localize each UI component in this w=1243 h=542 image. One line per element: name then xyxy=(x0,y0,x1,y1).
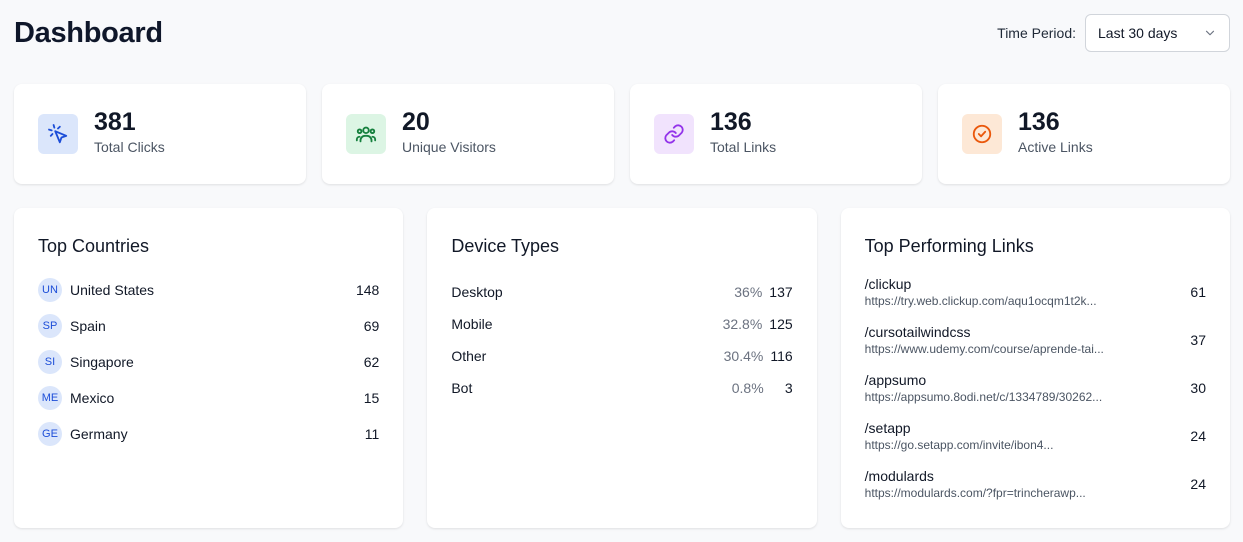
list-item: Desktop 36% 137 xyxy=(451,276,792,308)
country-count: 62 xyxy=(363,354,380,370)
stat-value: 136 xyxy=(710,108,752,136)
stat-label: Total Clicks xyxy=(94,139,165,155)
device-percent: 32.8% xyxy=(722,316,763,332)
link-path[interactable]: /appsumo xyxy=(864,371,927,388)
stat-icon-box xyxy=(962,114,1002,154)
list-item: SP Spain 69 xyxy=(38,308,379,344)
stat-icon-box xyxy=(346,114,386,154)
link-url: https://appsumo.8odi.net/c/1334789/30262… xyxy=(864,389,1103,404)
device-count: 3 xyxy=(784,380,793,396)
country-name: Germany xyxy=(70,426,128,442)
device-name: Desktop xyxy=(451,284,503,300)
stat-icon-box xyxy=(654,114,694,154)
link-url: https://www.udemy.com/course/aprende-tai… xyxy=(864,341,1104,356)
top-countries-panel: Top Countries UN United States 148 SP Sp… xyxy=(14,208,404,528)
device-name: Bot xyxy=(451,380,473,396)
list-item[interactable]: /cursotailwindcss https://www.udemy.com/… xyxy=(865,316,1206,364)
links-list: /clickup https://try.web.clickup.com/aqu… xyxy=(865,268,1206,508)
stat-value: 20 xyxy=(402,108,430,136)
list-item[interactable]: /modulards https://modulards.com/?fpr=tr… xyxy=(865,460,1206,508)
country-name: Singapore xyxy=(70,354,134,370)
link-url: https://try.web.clickup.com/aqu1ocqm1t2k… xyxy=(864,293,1097,308)
list-item: SI Singapore 62 xyxy=(38,344,379,380)
link-path[interactable]: /cursotailwindcss xyxy=(864,323,971,340)
country-code-badge: ME xyxy=(38,386,62,410)
link-icon xyxy=(664,124,684,144)
country-code-badge: SP xyxy=(38,314,62,338)
list-item: UN United States 148 xyxy=(38,272,379,308)
time-period-label: Time Period: xyxy=(997,25,1076,41)
country-count: 69 xyxy=(363,318,380,334)
link-url: https://go.setapp.com/invite/ibon4... xyxy=(864,437,1054,452)
device-percent: 36% xyxy=(734,284,763,300)
page-title: Dashboard xyxy=(14,16,163,49)
list-item[interactable]: /setapp https://go.setapp.com/invite/ibo… xyxy=(865,412,1206,460)
link-count: 30 xyxy=(1190,380,1206,396)
link-path[interactable]: /setapp xyxy=(864,419,911,436)
stat-label: Total Links xyxy=(710,139,777,155)
panel-title: Top Countries xyxy=(38,236,150,256)
link-count: 37 xyxy=(1190,332,1206,348)
stat-value: 136 xyxy=(1018,108,1060,136)
stat-icon-box xyxy=(38,114,78,154)
device-percent: 30.4% xyxy=(723,348,764,364)
device-count: 137 xyxy=(769,284,793,300)
device-count: 116 xyxy=(770,348,793,364)
country-code-badge: UN xyxy=(38,278,62,302)
link-path[interactable]: /clickup xyxy=(864,275,912,292)
link-count: 24 xyxy=(1190,476,1206,492)
panel-title: Top Performing Links xyxy=(864,236,1034,256)
time-period-select[interactable]: Last 30 days xyxy=(1085,14,1230,52)
country-list: UN United States 148 SP Spain 69 SI Sing… xyxy=(38,272,379,452)
list-item: ME Mexico 15 xyxy=(38,380,379,416)
panels-row: Top Countries UN United States 148 SP Sp… xyxy=(14,208,1230,528)
users-icon xyxy=(355,126,377,143)
time-period-control: Time Period: Last 30 days xyxy=(997,14,1230,52)
top-links-panel: Top Performing Links /clickup https://tr… xyxy=(840,208,1230,528)
chevron-down-icon xyxy=(1205,30,1215,36)
country-count: 15 xyxy=(363,390,380,406)
device-types-panel: Device Types Desktop 36% 137 Mobile 32.8… xyxy=(427,208,817,528)
check-circle-icon xyxy=(972,124,992,144)
stat-card-active-links: 136 Active Links xyxy=(938,84,1230,184)
link-url: https://modulards.com/?fpr=trincherawp..… xyxy=(864,485,1086,500)
device-name: Mobile xyxy=(451,316,493,332)
country-count: 148 xyxy=(355,282,380,298)
list-item[interactable]: /clickup https://try.web.clickup.com/aqu… xyxy=(865,268,1206,316)
list-item[interactable]: /appsumo https://appsumo.8odi.net/c/1334… xyxy=(865,364,1206,412)
link-path[interactable]: /modulards xyxy=(864,467,934,484)
stat-label: Active Links xyxy=(1018,139,1093,155)
list-item: Mobile 32.8% 125 xyxy=(451,308,792,340)
stat-label: Unique Visitors xyxy=(402,139,496,155)
list-item: Bot 0.8% 3 xyxy=(451,372,792,404)
device-percent: 0.8% xyxy=(731,380,764,396)
device-count: 125 xyxy=(769,316,793,332)
panel-title: Device Types xyxy=(451,236,560,256)
device-name: Other xyxy=(451,348,487,364)
country-code-badge: SI xyxy=(38,350,62,374)
country-name: Mexico xyxy=(70,390,115,406)
list-item: GE Germany 11 xyxy=(38,416,379,452)
device-list: Desktop 36% 137 Mobile 32.8% 125 Other 3… xyxy=(451,276,792,404)
link-count: 61 xyxy=(1190,284,1206,300)
stat-card-total-links: 136 Total Links xyxy=(630,84,922,184)
country-code-badge: GE xyxy=(38,422,62,446)
dashboard-header: Dashboard Time Period: Last 30 days xyxy=(14,14,1230,52)
list-item: Other 30.4% 116 xyxy=(451,340,792,372)
stats-row: 381 Total Clicks 20 Unique Visitors 136 … xyxy=(14,84,1230,184)
stat-card-unique-visitors: 20 Unique Visitors xyxy=(322,84,614,184)
time-period-value: Last 30 days xyxy=(1098,25,1178,41)
country-name: United States xyxy=(70,282,155,298)
country-name: Spain xyxy=(70,318,106,334)
country-count: 11 xyxy=(364,426,380,442)
stat-value: 381 xyxy=(94,108,136,136)
link-count: 24 xyxy=(1190,428,1206,444)
cursor-click-icon xyxy=(48,124,68,144)
stat-card-total-clicks: 381 Total Clicks xyxy=(14,84,306,184)
